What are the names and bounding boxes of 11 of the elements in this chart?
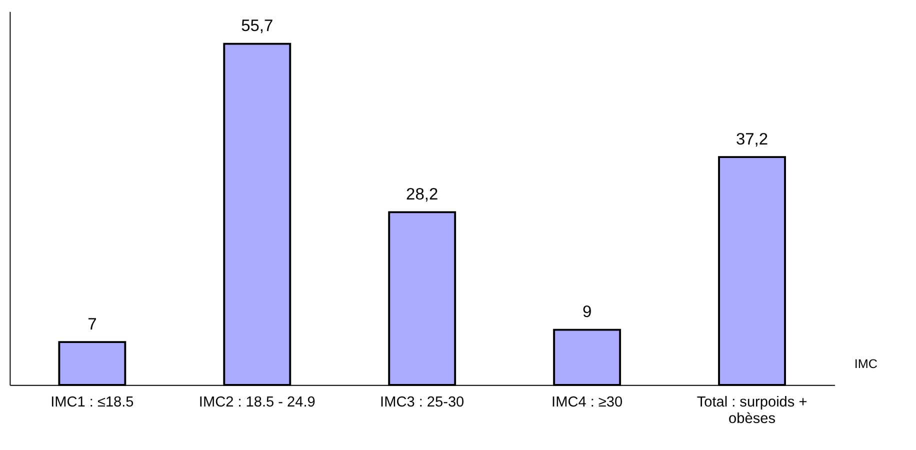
x-tick-label: Total : surpoids + obèses [696, 394, 808, 428]
data-label: 7 [88, 315, 97, 334]
x-tick-label: IMC4 : ≥30 [552, 394, 623, 411]
data-label: 28,2 [406, 186, 438, 204]
data-label: 55,7 [241, 17, 274, 36]
x-tick-label: IMC1 : ≤18.5 [50, 394, 134, 411]
x-tick-label: IMC3 : 25-30 [380, 394, 464, 411]
data-label: 37,2 [736, 130, 768, 148]
x-tick-label: IMC2 : 18.5 - 24.9 [198, 394, 316, 411]
x-axis-title: IMC [854, 356, 878, 371]
data-label: 9 [582, 303, 592, 322]
